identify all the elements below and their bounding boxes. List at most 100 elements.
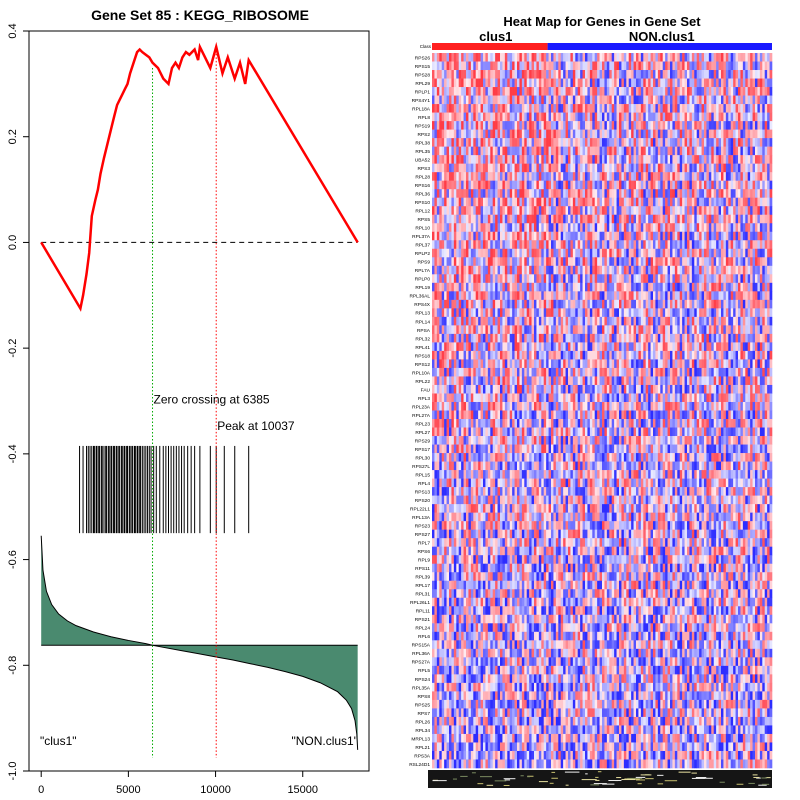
heatmap-cell bbox=[495, 155, 498, 164]
heatmap-cell bbox=[611, 265, 615, 275]
heatmap-cell bbox=[682, 95, 685, 105]
heatmap-cell bbox=[475, 61, 479, 71]
heatmap-cell bbox=[694, 138, 698, 147]
heatmap-cell bbox=[767, 53, 770, 62]
heatmap-cell bbox=[531, 231, 535, 241]
heatmap-cell bbox=[628, 180, 632, 190]
heatmap-cell bbox=[704, 61, 707, 71]
heatmap-cell bbox=[711, 325, 715, 335]
heatmap-cell bbox=[616, 189, 620, 198]
heatmap-cell bbox=[650, 129, 654, 139]
heatmap-cell bbox=[563, 206, 566, 216]
heatmap-cell bbox=[757, 172, 761, 181]
heatmap-cell bbox=[713, 206, 717, 216]
heatmap-cell bbox=[587, 87, 591, 96]
heatmap-cell bbox=[504, 104, 508, 113]
heatmap-cell bbox=[735, 308, 739, 318]
heatmap-cell bbox=[701, 129, 705, 139]
heatmap-cell bbox=[456, 70, 460, 79]
heatmap-cell bbox=[657, 172, 661, 181]
heatmap-cell bbox=[679, 121, 683, 130]
heatmap-cell bbox=[728, 282, 732, 292]
heatmap-cell bbox=[687, 78, 690, 88]
heatmap-cell bbox=[587, 121, 591, 130]
heatmap-cell bbox=[738, 155, 741, 164]
heatmap-cell bbox=[723, 104, 727, 113]
heatmap-cell bbox=[492, 197, 496, 207]
heatmap-cell bbox=[551, 240, 554, 250]
heatmap-cell bbox=[531, 78, 535, 88]
heatmap-cell bbox=[728, 121, 732, 130]
heatmap-cell bbox=[524, 129, 528, 139]
heatmap-cell bbox=[648, 325, 651, 335]
heatmap-cell bbox=[694, 155, 698, 164]
heatmap-cell bbox=[507, 248, 511, 258]
heatmap-cell bbox=[441, 240, 445, 250]
heatmap-cell bbox=[517, 61, 520, 71]
heatmap-cell bbox=[568, 112, 571, 122]
heatmap-cell bbox=[645, 333, 649, 343]
heatmap-cell bbox=[704, 87, 707, 96]
heatmap-cell bbox=[587, 172, 591, 181]
heatmap-cell bbox=[514, 316, 518, 326]
heatmap-cell bbox=[504, 138, 508, 147]
heatmap-cell bbox=[745, 129, 749, 139]
heatmap-cell bbox=[504, 240, 508, 250]
heatmap-cell bbox=[623, 104, 627, 113]
heatmap-cell bbox=[568, 282, 571, 292]
heatmap-cell bbox=[441, 146, 445, 156]
heatmap-cell bbox=[691, 316, 695, 326]
heatmap-cell bbox=[597, 231, 600, 241]
heatmap-cell bbox=[677, 197, 681, 207]
heatmap-cell bbox=[653, 78, 656, 88]
heatmap-cell bbox=[759, 206, 763, 216]
heatmap-cell bbox=[597, 146, 600, 156]
heatmap-cell bbox=[582, 325, 586, 335]
heatmap-cell bbox=[764, 53, 768, 62]
heatmap-cell bbox=[434, 53, 438, 62]
heatmap-cell bbox=[453, 197, 457, 207]
heatmap-cell bbox=[512, 342, 515, 352]
heatmap-cell bbox=[682, 104, 685, 113]
heatmap-cell bbox=[735, 291, 739, 301]
heatmap-cell bbox=[728, 274, 732, 284]
heatmap-cell bbox=[502, 146, 506, 156]
heatmap-cell bbox=[563, 265, 566, 275]
heatmap-cell bbox=[497, 197, 501, 207]
heatmap-cell bbox=[706, 112, 710, 122]
heatmap-cell bbox=[582, 257, 586, 267]
heatmap-cell bbox=[730, 291, 734, 301]
heatmap-cell bbox=[740, 197, 744, 207]
heatmap-cell bbox=[667, 274, 671, 284]
heatmap-cell bbox=[470, 274, 474, 284]
heatmap-cell bbox=[677, 138, 681, 147]
heatmap-cell bbox=[764, 214, 768, 224]
heatmap-cell bbox=[689, 265, 693, 275]
heatmap-cell bbox=[531, 129, 535, 139]
heatmap-cell bbox=[492, 333, 496, 343]
heatmap-cell bbox=[546, 87, 549, 96]
heatmap-cell bbox=[512, 121, 515, 130]
heatmap-cell bbox=[747, 87, 751, 96]
heatmap-cell bbox=[468, 53, 472, 62]
heatmap-cell bbox=[572, 70, 576, 79]
heatmap-cell bbox=[725, 104, 729, 113]
heatmap-cell bbox=[463, 308, 467, 318]
heatmap-cell bbox=[767, 78, 770, 88]
heatmap-cell bbox=[483, 155, 486, 164]
heatmap-cell bbox=[718, 282, 722, 292]
heatmap-cell bbox=[434, 163, 438, 173]
heatmap-cell bbox=[592, 197, 596, 207]
heatmap-cell bbox=[640, 291, 644, 301]
heatmap-cell bbox=[679, 163, 683, 173]
heatmap-cell bbox=[604, 129, 608, 139]
heatmap-cell bbox=[570, 240, 574, 250]
heatmap-cell bbox=[704, 282, 707, 292]
heatmap-cell bbox=[504, 308, 508, 318]
heatmap-cell bbox=[711, 87, 715, 96]
heatmap-cell bbox=[526, 214, 530, 224]
heatmap-cell bbox=[740, 104, 744, 113]
heatmap-cell bbox=[708, 257, 712, 267]
heatmap-cell bbox=[451, 308, 455, 318]
heatmap-cell bbox=[521, 172, 525, 181]
